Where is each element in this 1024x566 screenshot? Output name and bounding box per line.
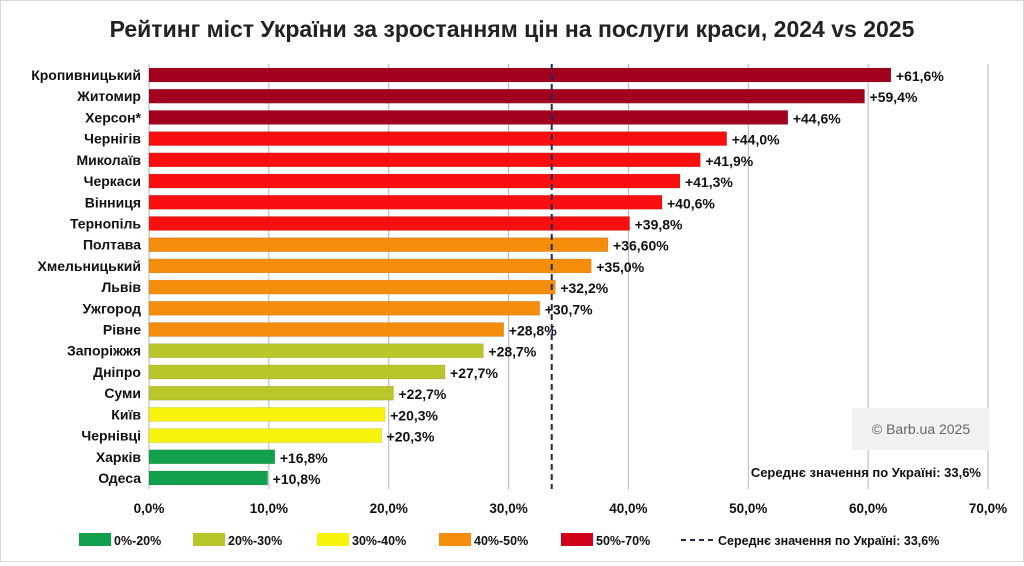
- category-label: Полтава: [83, 237, 141, 253]
- bar: [148, 216, 630, 231]
- category-label: Дніпро: [93, 364, 141, 380]
- legend-label: 50%-70%: [596, 534, 650, 548]
- watermark: © Barb.ua 2025: [872, 421, 970, 437]
- data-label: +28,8%: [509, 323, 557, 339]
- bar: [148, 322, 505, 337]
- category-label: Чернігів: [84, 131, 141, 147]
- data-label: +30,7%: [545, 301, 593, 317]
- data-label: +32,2%: [560, 280, 608, 296]
- data-label: +28,7%: [488, 344, 536, 360]
- x-tick-label: 10,0%: [250, 501, 288, 516]
- bar: [148, 237, 609, 252]
- bar: [148, 470, 268, 486]
- x-axis-ticks: 0,0% 10,0% 20,0% 30,0% 40,0% 50,0% 60,0% 70,0%: [134, 501, 1008, 516]
- category-label: Одеса: [98, 470, 141, 486]
- bar: [148, 279, 556, 295]
- data-label: +22,7%: [399, 386, 447, 402]
- bar: [148, 385, 394, 401]
- x-tick-label: 40,0%: [609, 501, 647, 516]
- bar: [148, 258, 592, 274]
- category-labels: Кропивницький Житомир Херсон* Чернігів Микол…: [31, 67, 141, 486]
- bars: [148, 67, 892, 486]
- legend-label: 0%-20%: [114, 534, 161, 548]
- data-label: +40,6%: [667, 195, 715, 211]
- category-label: Львів: [101, 279, 141, 295]
- average-note: Середнє значення по Україні: 33,6%: [751, 465, 982, 480]
- bar: [148, 67, 892, 83]
- category-label: Житомир: [76, 88, 141, 104]
- bar: [148, 407, 386, 422]
- bar: [148, 110, 789, 125]
- legend-label: 40%-50%: [474, 534, 528, 548]
- category-label: Кропивницький: [31, 67, 141, 83]
- data-label: +39,8%: [635, 216, 683, 232]
- category-label: Тернопіль: [70, 215, 141, 231]
- bar: [148, 343, 484, 359]
- data-label: +59,4%: [870, 89, 918, 105]
- legend: 0%-20% 20%-30% 30%-40% 40%-50% 50%-70% Середн…: [79, 533, 939, 548]
- category-label: Харків: [96, 449, 142, 465]
- bar: [148, 88, 865, 104]
- data-label: +61,6%: [896, 68, 944, 84]
- x-tick-label: 0,0%: [134, 501, 165, 516]
- category-label: Рівне: [103, 322, 141, 338]
- x-tick-label: 50,0%: [729, 501, 767, 516]
- category-label: Черкаси: [84, 173, 141, 189]
- bar: [148, 152, 701, 168]
- legend-swatch: [79, 533, 111, 546]
- x-tick-label: 20,0%: [370, 501, 408, 516]
- legend-label: 20%-30%: [228, 534, 282, 548]
- bar: [148, 449, 276, 465]
- data-label: +10,8%: [273, 471, 321, 487]
- data-labels: +61,6% +59,4% +44,6% +44,0% +41,9% +41,3% +40,…: [273, 68, 945, 487]
- data-label: +41,3%: [685, 174, 733, 190]
- data-label: +20,3%: [390, 407, 438, 423]
- category-label: Київ: [111, 406, 141, 422]
- x-tick-label: 30,0%: [489, 501, 527, 516]
- data-label: +41,9%: [705, 153, 753, 169]
- legend-swatch: [439, 533, 471, 546]
- data-label: +44,6%: [793, 110, 841, 126]
- bar: [148, 428, 382, 443]
- data-label: +27,7%: [450, 365, 498, 381]
- category-label: Хмельницький: [38, 258, 141, 274]
- bar: [148, 301, 541, 316]
- bar: [148, 194, 663, 210]
- data-label: +36,60%: [613, 238, 669, 254]
- category-label: Запоріжжя: [67, 343, 141, 359]
- category-label: Вінниця: [85, 194, 141, 210]
- bar: [148, 364, 446, 380]
- x-tick-label: 60,0%: [849, 501, 887, 516]
- data-label: +35,0%: [596, 259, 644, 275]
- legend-swatch: [193, 533, 225, 546]
- data-label: +16,8%: [280, 450, 328, 466]
- category-label: Ужгород: [83, 300, 142, 316]
- category-label: Миколаїв: [76, 152, 141, 168]
- legend-swatch: [317, 533, 349, 546]
- category-label: Суми: [104, 385, 141, 401]
- data-label: +44,0%: [732, 132, 780, 148]
- bar: [148, 173, 681, 189]
- watermark-box: [852, 408, 989, 450]
- legend-label: 30%-40%: [352, 534, 406, 548]
- bar: [148, 131, 728, 146]
- legend-label: Середнє значення по Україні: 33,6%: [718, 534, 939, 548]
- category-label: Херсон*: [85, 109, 141, 125]
- legend-swatch: [561, 533, 593, 546]
- chart-title: Рейтинг міст України за зростанням цін н…: [110, 16, 915, 42]
- data-label: +20,3%: [387, 429, 435, 445]
- category-label: Чернівці: [81, 428, 141, 444]
- x-tick-label: 70,0%: [969, 501, 1007, 516]
